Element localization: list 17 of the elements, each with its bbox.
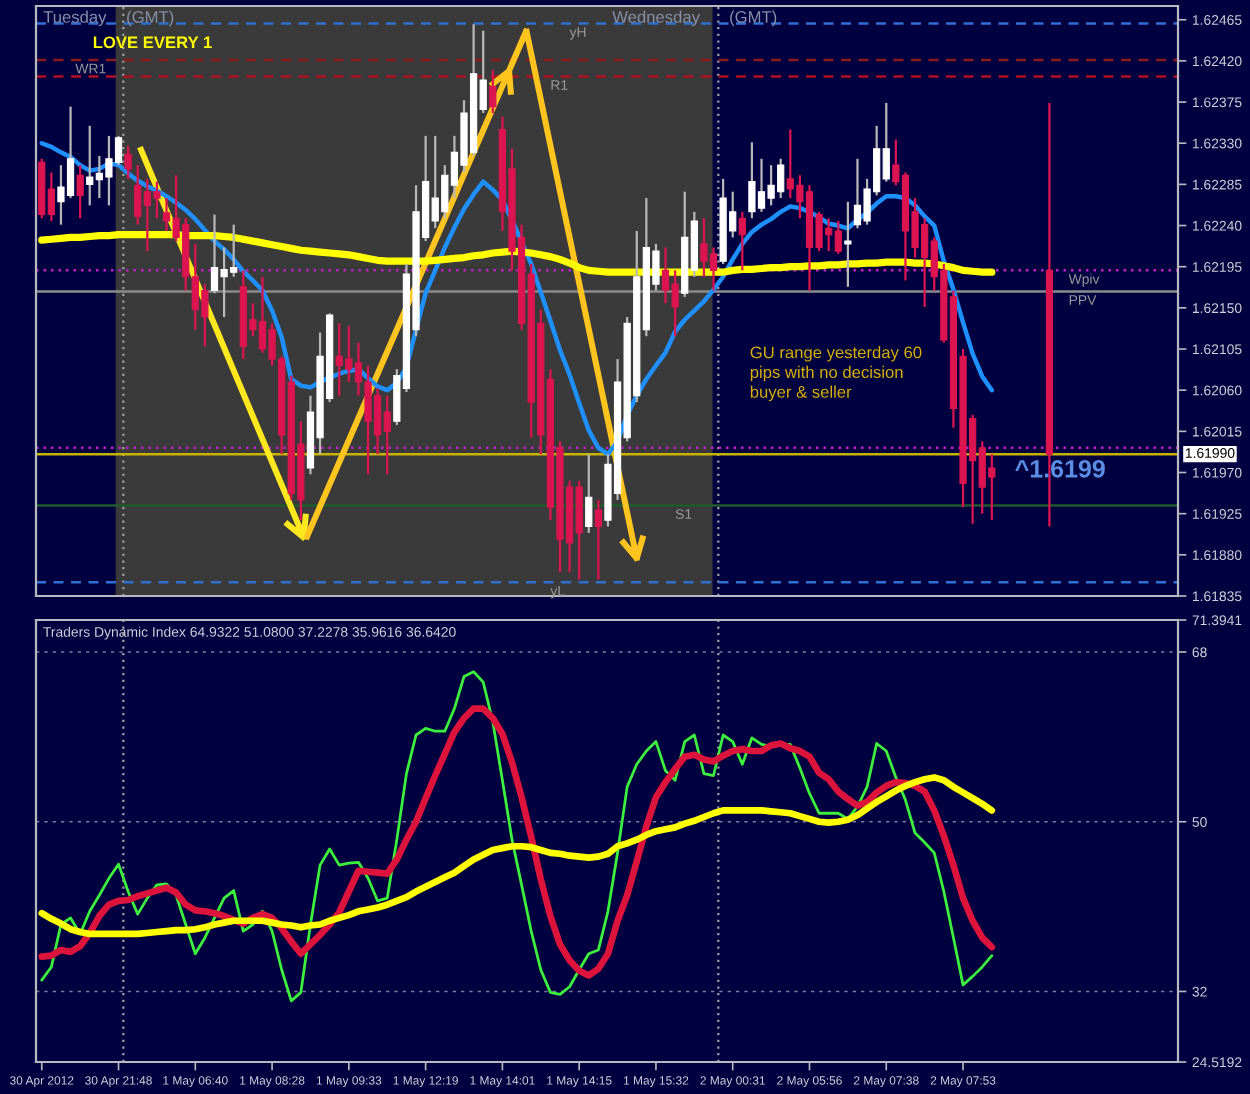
candlestick [844, 200, 852, 288]
candlestick [594, 498, 602, 581]
annotation: Tuesday [43, 10, 107, 27]
annotation: (GMT) [127, 10, 174, 27]
line-series [39, 140, 995, 457]
line-series [38, 705, 996, 979]
candlestick [489, 68, 497, 115]
line-series [40, 670, 994, 1003]
annotation: (GMT) [730, 10, 777, 27]
annotation: LOVE EVERY 1 [93, 36, 212, 49]
candlestick [124, 144, 132, 180]
line-series [38, 774, 996, 938]
candlestick [738, 210, 746, 272]
candlestick [585, 453, 593, 534]
annotation: GU range yesterday 60 pips with no decision buyer & seller [750, 346, 922, 402]
candlestick [76, 164, 84, 220]
annotation: Wednesday [612, 10, 700, 27]
